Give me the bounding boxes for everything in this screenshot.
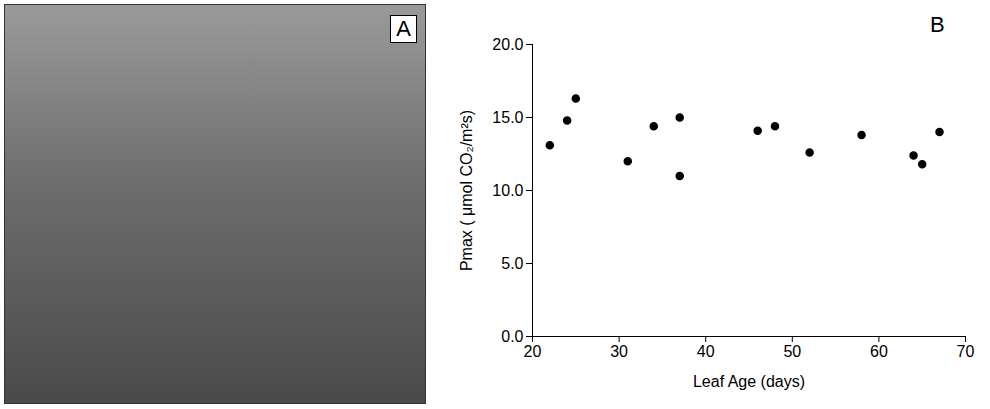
svg-text:40: 40 bbox=[697, 343, 715, 360]
svg-text:30: 30 bbox=[610, 343, 628, 360]
svg-text:50: 50 bbox=[783, 343, 801, 360]
svg-text:Pmax ( μmol CO₂/m²s): Pmax ( μmol CO₂/m²s) bbox=[458, 110, 475, 271]
svg-text:15.0: 15.0 bbox=[492, 109, 523, 126]
svg-text:Leaf Age (days): Leaf Age (days) bbox=[693, 373, 805, 390]
svg-text:60: 60 bbox=[870, 343, 888, 360]
svg-text:10.0: 10.0 bbox=[492, 182, 523, 199]
html-text:B: B bbox=[930, 12, 945, 37]
svg-text:0.0: 0.0 bbox=[501, 328, 523, 345]
svg-text:5.0: 5.0 bbox=[501, 255, 523, 272]
svg-text:20: 20 bbox=[524, 343, 542, 360]
svg-text:20.0: 20.0 bbox=[492, 36, 523, 53]
html-text:A: A bbox=[396, 16, 411, 41]
svg-text:70: 70 bbox=[957, 343, 975, 360]
